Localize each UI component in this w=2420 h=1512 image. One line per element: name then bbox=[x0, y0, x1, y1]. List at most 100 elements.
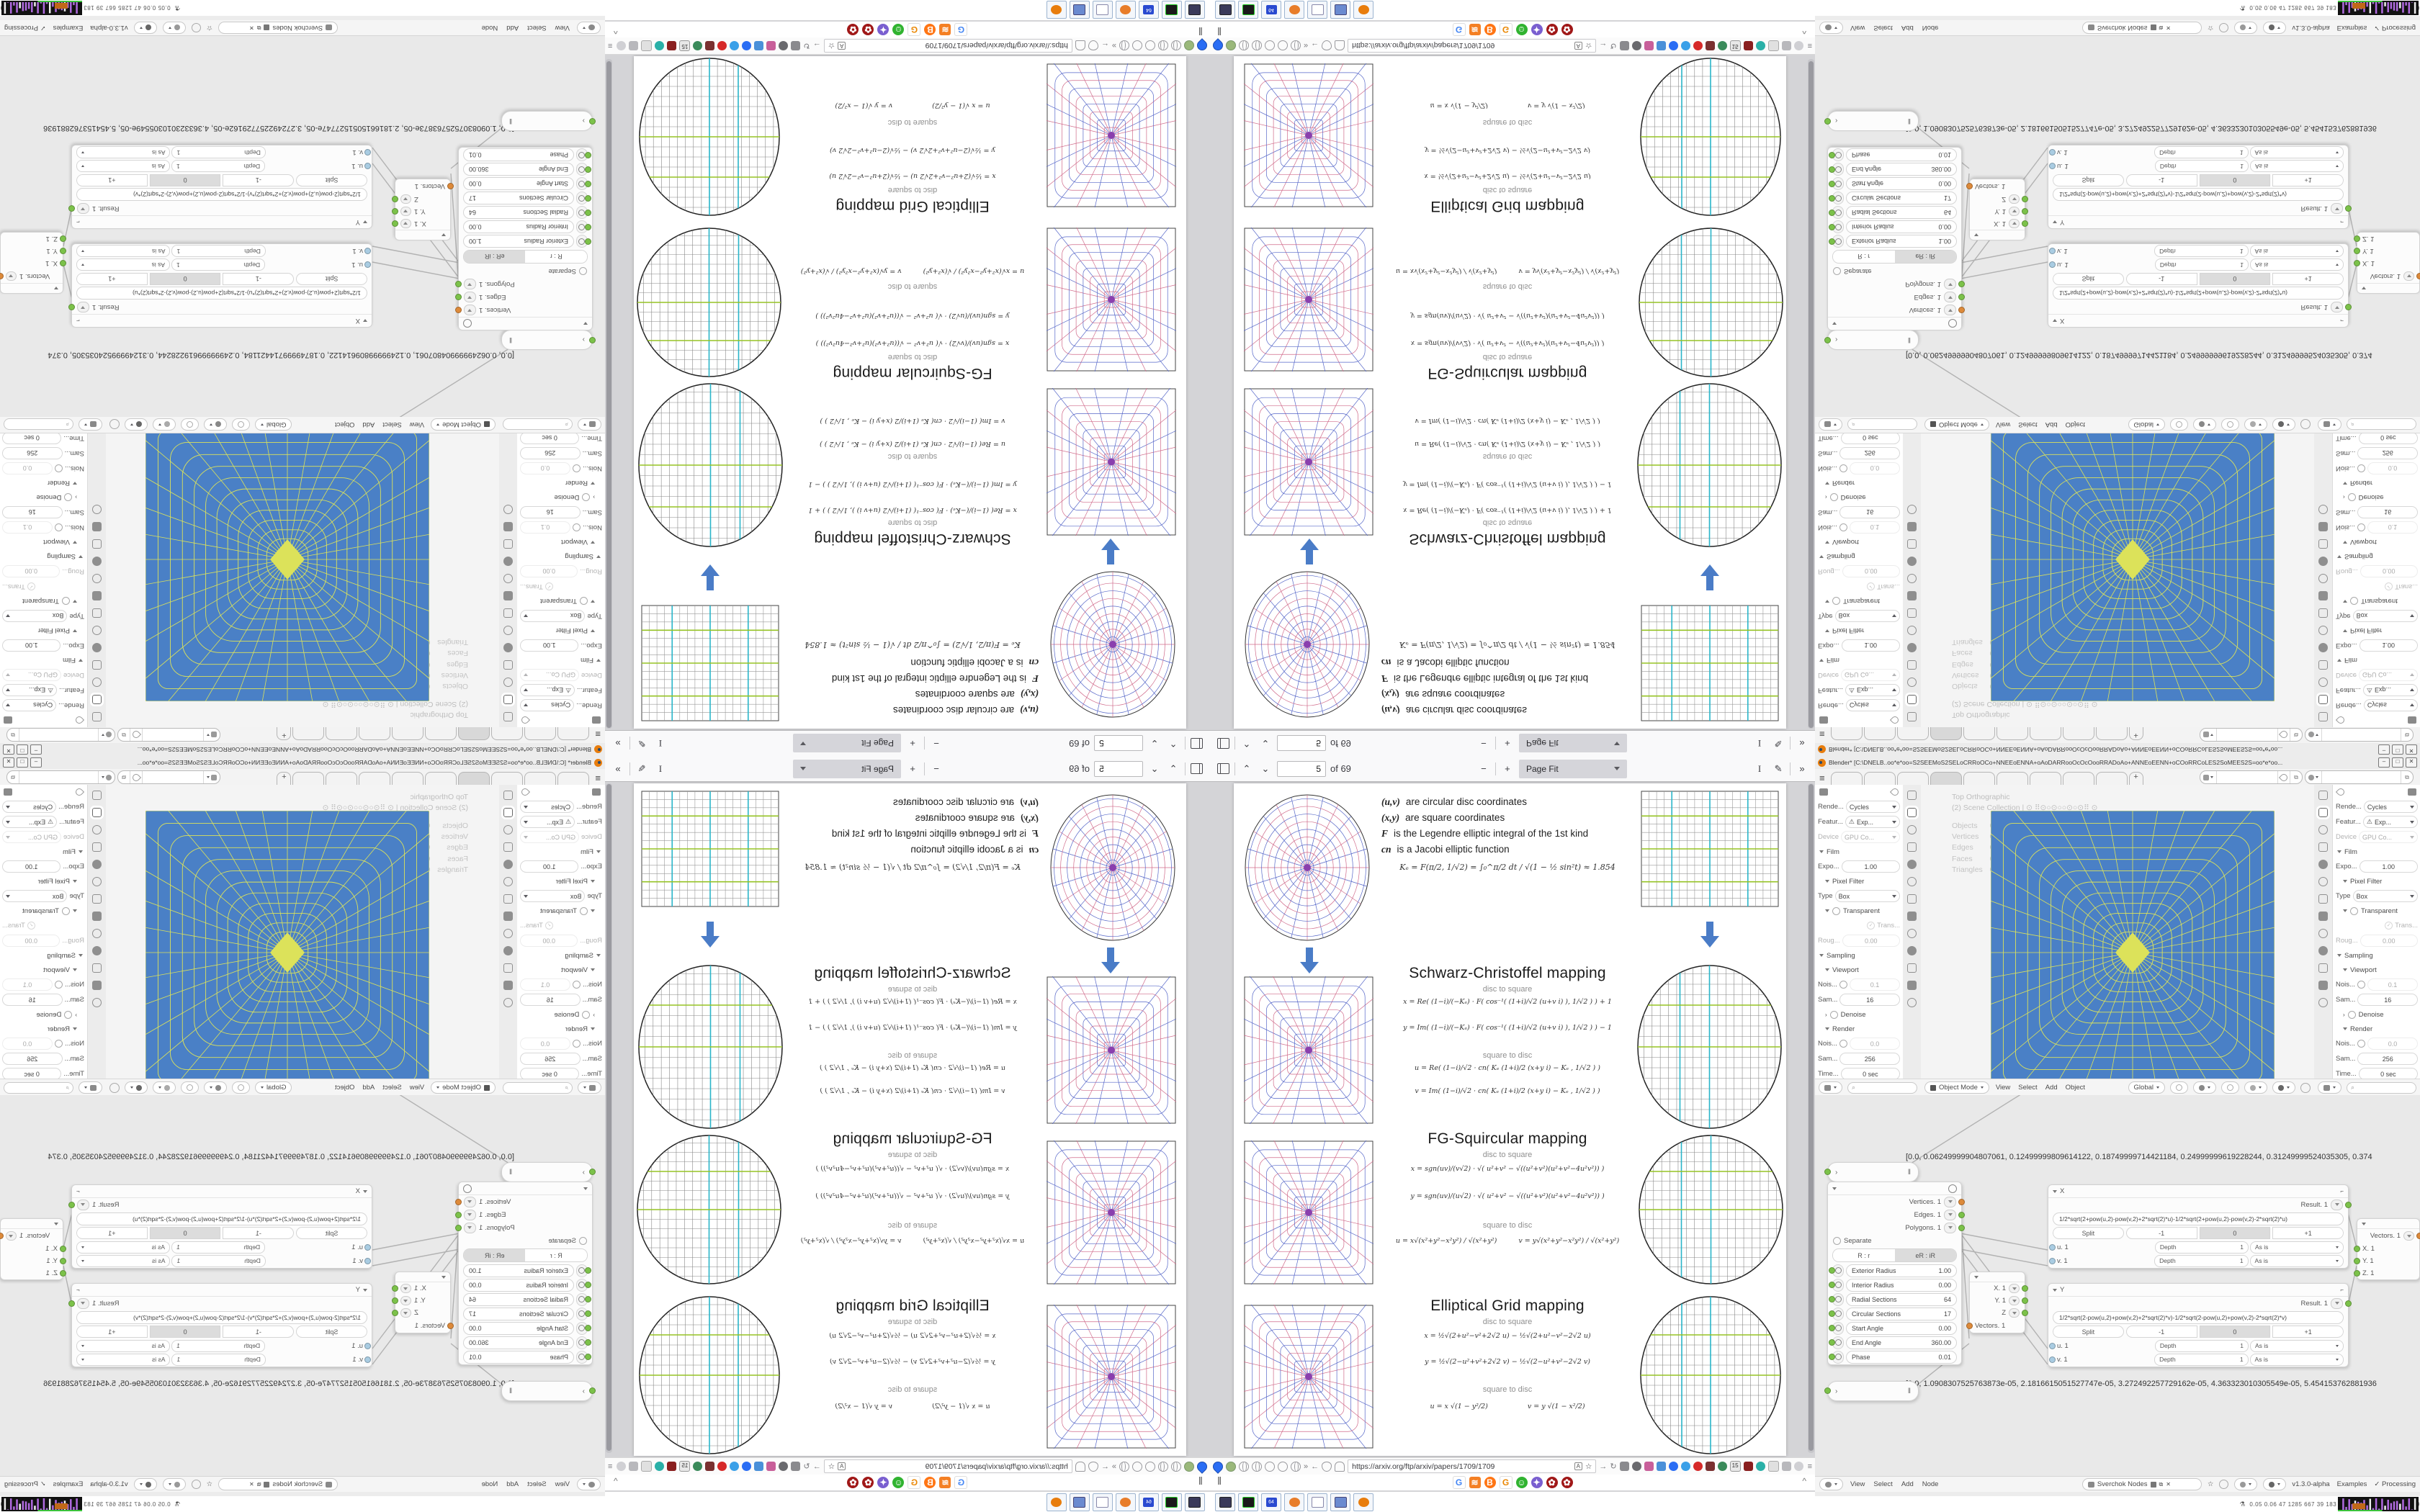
particles-tab-icon[interactable] bbox=[2318, 929, 2328, 938]
text-selection-tool-button[interactable]: I bbox=[658, 762, 663, 774]
editor-type-button[interactable] bbox=[577, 22, 601, 34]
world-tab-icon[interactable] bbox=[2318, 877, 2328, 886]
modifiers-tab-icon[interactable] bbox=[503, 591, 513, 600]
snap-group[interactable] bbox=[162, 22, 186, 34]
video-download-extension-icon[interactable] bbox=[730, 1462, 740, 1471]
viewport-samples-field[interactable]: 16 bbox=[2, 994, 63, 1006]
data-tab-icon[interactable] bbox=[2318, 522, 2328, 531]
render-engine-select[interactable]: Cycles bbox=[2363, 699, 2418, 711]
render-panel-header[interactable]: Render bbox=[565, 479, 588, 487]
roughness-field[interactable]: 0.00 bbox=[1842, 565, 1900, 577]
headset-icon[interactable] bbox=[1278, 1461, 1288, 1472]
formula-input[interactable]: 1/2*sqrt(2+pow(u,2)-pow(v,2)+2*sqrt(2)*u… bbox=[76, 1212, 367, 1225]
collapse-toolbar-icon[interactable]: ^ bbox=[1802, 1476, 1806, 1486]
workspace-tab[interactable] bbox=[292, 727, 325, 740]
constraints-tab-icon[interactable] bbox=[2318, 539, 2328, 549]
speaker-icon[interactable] bbox=[791, 1462, 801, 1471]
search-input[interactable]: ⌕ bbox=[1847, 418, 1917, 431]
object-tab-icon[interactable] bbox=[503, 608, 513, 618]
smiley-shortcut-icon[interactable]: ☺ bbox=[892, 1477, 905, 1488]
modifiers-tab-icon[interactable] bbox=[1907, 912, 1917, 921]
trash-extension-icon[interactable] bbox=[705, 1462, 715, 1471]
overlays-toggle[interactable] bbox=[2244, 1081, 2267, 1094]
wrap-mode-segment[interactable]: Split -1 0 +1 bbox=[76, 174, 367, 186]
render-noise-field[interactable]: 0.0 bbox=[2367, 462, 2418, 474]
vector-in-node[interactable]: Vectors. 1 X. 1 Y. 1 Z. 1 bbox=[2354, 1218, 2420, 1280]
render-panel-header[interactable]: Render bbox=[1832, 1025, 1855, 1033]
object-tab-icon[interactable] bbox=[92, 894, 102, 904]
pivot-point-select[interactable] bbox=[232, 418, 250, 431]
pause-icon[interactable]: ‖ bbox=[1198, 1475, 1203, 1488]
gear-shortcut-icon[interactable]: ✿ bbox=[1561, 24, 1573, 35]
world-tab-icon[interactable] bbox=[503, 626, 513, 635]
view-layer-selector[interactable]: ⧉ bbox=[6, 770, 115, 784]
collapsed-node[interactable]: › ‖ bbox=[1824, 1162, 1919, 1182]
render-engine-select[interactable]: Cycles bbox=[1845, 699, 1900, 711]
maximize-button[interactable]: □ bbox=[2392, 744, 2403, 755]
wrap-mode-segment[interactable]: Split -1 0 +1 bbox=[76, 1326, 367, 1338]
collapsed-node[interactable]: › ‖ bbox=[1824, 111, 1919, 131]
tool-tab-icon[interactable] bbox=[2318, 712, 2328, 721]
editor-type-button[interactable] bbox=[79, 1081, 102, 1094]
formula-node-x[interactable]: X ⌐ Result. 1 1/2*sqrt(2+pow(u,2)-pow(v,2… bbox=[2048, 1184, 2352, 1269]
feature-set-select[interactable]: ⚠ Exp... bbox=[1845, 684, 1900, 696]
menu-icon[interactable]: ≡ bbox=[1807, 41, 1812, 50]
reload-button[interactable]: ↻ bbox=[1610, 1462, 1617, 1471]
material-tab-icon[interactable] bbox=[1907, 998, 1917, 1007]
new-view-layer-button[interactable]: ⧉ bbox=[7, 729, 19, 741]
menu-select[interactable]: Select bbox=[2018, 420, 2038, 428]
pause-icon[interactable]: ‖ bbox=[1198, 24, 1203, 37]
paintbrush-extension-icon[interactable] bbox=[1644, 1462, 1654, 1471]
web-extension-icon[interactable] bbox=[1717, 41, 1727, 50]
workspace-tab[interactable] bbox=[1963, 727, 1995, 740]
menu-node[interactable]: Node bbox=[481, 24, 498, 32]
menu-icon[interactable]: ≡ bbox=[608, 41, 613, 50]
filter-type-select[interactable]: Box bbox=[2352, 890, 2418, 902]
transparent-checkbox[interactable] bbox=[2350, 906, 2358, 915]
unlink-icon[interactable]: ✕ bbox=[2166, 24, 2171, 31]
menu-add[interactable]: Add bbox=[1901, 24, 1914, 32]
noise-threshold-field[interactable]: 0.1 bbox=[1849, 978, 1900, 991]
workspace-tab-active[interactable] bbox=[458, 727, 490, 740]
render-tab-icon[interactable] bbox=[501, 806, 515, 819]
noise-threshold-checkbox[interactable] bbox=[55, 523, 63, 531]
sampling-panel-header[interactable]: Sampling bbox=[565, 951, 593, 960]
blender-titlebar[interactable]: Blender* [C:\DNELB..oo*e*oo=S2SEEMoS2SEL… bbox=[1815, 756, 2420, 769]
snap-group[interactable] bbox=[2234, 22, 2258, 34]
download-icon[interactable] bbox=[1631, 41, 1641, 50]
material-tab-icon[interactable] bbox=[2318, 998, 2328, 1007]
menu-object[interactable]: Object bbox=[334, 420, 355, 428]
taskbar-firefox-icon[interactable] bbox=[1284, 1493, 1304, 1511]
menu-icon[interactable]: ≡ bbox=[608, 1462, 613, 1471]
shading-sphere-icon[interactable] bbox=[109, 1082, 120, 1093]
gear-icon[interactable] bbox=[617, 1462, 627, 1471]
taskbar-notepad-icon[interactable] bbox=[1307, 1, 1327, 19]
copy-icon[interactable]: ⧉ bbox=[256, 24, 261, 32]
mode-select[interactable]: Object Mode bbox=[431, 418, 496, 431]
more-tools-button[interactable]: » bbox=[1799, 738, 1805, 749]
view-layer-name-field[interactable] bbox=[2322, 771, 2401, 783]
film-panel-header[interactable]: Film bbox=[581, 656, 593, 665]
device-select[interactable]: GPU Co... bbox=[1841, 831, 1900, 843]
slider-radial-sections[interactable]: Radial Sections 64 bbox=[1829, 206, 1957, 220]
zoom-level-select[interactable]: Page Fit bbox=[793, 759, 902, 778]
exposure-field[interactable]: 1.00 bbox=[520, 860, 579, 873]
menu-add[interactable]: Add bbox=[2045, 420, 2058, 428]
viewport-3d[interactable]: Top Orthographic (2) Scene Collection | … bbox=[106, 405, 499, 727]
menu-object[interactable]: Object bbox=[2065, 1084, 2086, 1092]
pixel-filter-panel-header[interactable]: Pixel Filter bbox=[555, 877, 588, 886]
sidebar-toggle-button[interactable] bbox=[1190, 760, 1204, 778]
node-tree-selector[interactable]: Sverchok Nodes ⧉ ✕ bbox=[2081, 22, 2202, 34]
draw-tool-button[interactable]: ✎ bbox=[1774, 738, 1783, 750]
globe-icon[interactable] bbox=[1291, 40, 1301, 51]
render-panel-header[interactable]: Render bbox=[2350, 1025, 2373, 1033]
viewport-panel-header[interactable]: Viewport bbox=[2350, 538, 2377, 546]
unlink-icon[interactable]: ✕ bbox=[249, 24, 254, 31]
slider-start-angle[interactable]: Start Angle 0.00 bbox=[463, 177, 591, 191]
transparent-glass-checkbox[interactable]: ✓ bbox=[27, 922, 35, 930]
slider-radial-sections[interactable]: Radial Sections 64 bbox=[463, 206, 591, 220]
menu-view[interactable]: View bbox=[1995, 1084, 2011, 1092]
pin-icon[interactable] bbox=[1889, 714, 1901, 726]
wrap-mode-segment[interactable]: Split -1 0 +1 bbox=[2053, 1227, 2344, 1239]
workspace-tab[interactable] bbox=[524, 772, 557, 785]
